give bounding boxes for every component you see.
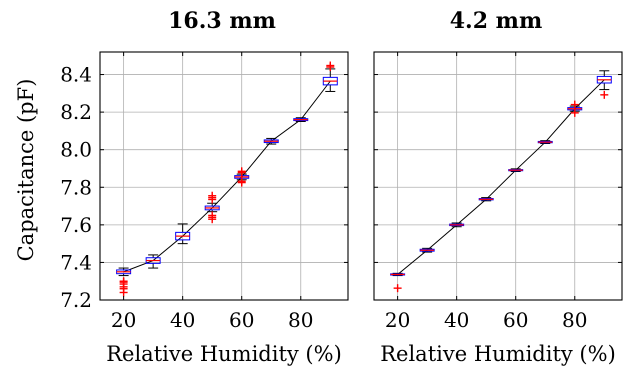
left-y-tick-label: 7.6 — [60, 213, 92, 237]
left-grid — [100, 52, 348, 301]
left-box-plot-rh-60 — [234, 167, 250, 187]
right-x-tick-label: 20 — [385, 308, 410, 332]
left-median-trend-line — [123, 80, 331, 273]
left-plot-frame — [99, 51, 349, 301]
right-trend — [397, 79, 605, 275]
left-panel: 16.3 mm 20 40 60 80 7.2 7.4 7.6 7.8 8.0 8.2 8.4 Re… — [60, 8, 349, 366]
right-box-plot-rh-40 — [449, 222, 465, 228]
left-box-plot-rh-20 — [116, 267, 132, 297]
left-x-tick-label: 40 — [170, 308, 195, 332]
outlier-marker — [119, 277, 128, 286]
right-box-plot-rh-90 — [596, 70, 612, 99]
left-x-tick-label: 80 — [288, 308, 313, 332]
right-panel: 4.2 mm 20 40 60 80 Relative Humidity (%) — [373, 8, 623, 366]
left-box-plot-rh-80 — [293, 117, 309, 123]
right-box-plot-rh-20 — [390, 272, 406, 293]
outlier-marker — [570, 108, 579, 117]
y-axis-label: Capacitance (pF) — [14, 79, 38, 262]
left-box-plot-rh-70 — [263, 137, 279, 145]
right-median-trend-line — [397, 79, 605, 275]
left-trend — [123, 80, 331, 273]
left-x-tick-label: 20 — [111, 308, 136, 332]
right-tick-labels: 20 40 60 80 — [385, 308, 588, 332]
outlier-marker — [237, 177, 246, 186]
outlier-marker — [600, 90, 609, 99]
left-ticks — [100, 52, 348, 301]
left-box-plot-rh-30 — [145, 254, 161, 269]
left-boxes — [116, 61, 338, 297]
left-y-tick-label: 8.4 — [60, 63, 92, 87]
outlier-marker — [393, 284, 402, 293]
right-x-tick-label: 80 — [562, 308, 587, 332]
outlier-marker — [237, 167, 246, 176]
right-box-plot-rh-80 — [567, 100, 583, 117]
right-plot-frame — [373, 51, 623, 301]
right-box-plot-rh-50 — [478, 197, 494, 202]
outlier-marker — [570, 100, 579, 109]
left-box-plot-rh-50 — [204, 191, 220, 224]
left-box-plot-rh-90 — [322, 61, 338, 92]
left-box-plot-rh-40 — [175, 223, 191, 245]
left-y-tick-label: 8.0 — [60, 138, 92, 162]
right-x-tick-label: 60 — [503, 308, 528, 332]
right-box-plot-rh-70 — [537, 140, 553, 144]
right-x-tick-label: 40 — [444, 308, 469, 332]
right-x-axis-label: Relative Humidity (%) — [380, 342, 616, 366]
left-y-tick-label: 7.4 — [60, 250, 92, 274]
outlier-marker — [208, 191, 217, 200]
left-y-tick-label: 8.2 — [60, 100, 92, 124]
right-box-plot-rh-60 — [508, 168, 524, 172]
left-panel-title: 16.3 mm — [168, 8, 276, 34]
left-y-tick-label: 7.8 — [60, 175, 92, 199]
right-box-plot-rh-30 — [419, 247, 435, 253]
outlier-marker — [208, 211, 217, 220]
right-panel-title: 4.2 mm — [450, 8, 543, 34]
left-x-tick-label: 60 — [229, 308, 254, 332]
right-ticks — [374, 52, 622, 301]
left-y-tick-label: 7.2 — [60, 288, 92, 312]
left-x-axis-label: Relative Humidity (%) — [106, 342, 342, 366]
outlier-marker — [326, 61, 335, 70]
right-grid — [374, 52, 622, 301]
left-tick-labels: 20 40 60 80 7.2 7.4 7.6 7.8 8.0 8.2 8.4 — [60, 63, 313, 332]
right-boxes — [390, 70, 612, 293]
